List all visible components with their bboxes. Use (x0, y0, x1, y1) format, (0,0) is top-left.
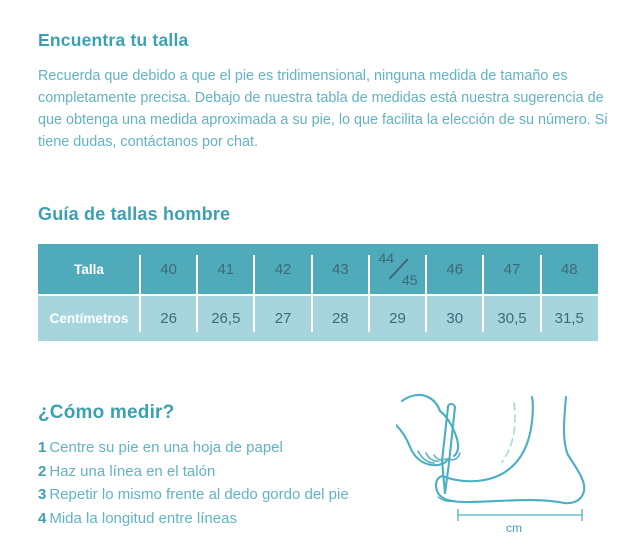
size-table-title: Guía de tallas hombre (38, 204, 231, 224)
column-divider (138, 255, 141, 332)
size-table-section: Guía de tallas hombre Talla 40 41 42 43 44 45 4… (38, 204, 616, 341)
table-cell: 41 (217, 260, 235, 278)
table-cell: 43 (331, 260, 349, 278)
intro-title: Encuentra tu talla (38, 30, 189, 50)
column-divider (539, 255, 542, 332)
foot-measuring-illustration: cm (396, 389, 616, 544)
table-row: Talla 40 41 42 43 44 45 46 47 48 (38, 244, 598, 294)
step-number: 4 (38, 509, 47, 527)
step-text: Repetir lo mismo frente al dedo gordo de… (49, 486, 349, 503)
table-cell: 28 (331, 310, 349, 327)
step-number: 3 (38, 486, 47, 503)
intro-paragraph: Recuerda que debido a que el pie es trid… (38, 68, 608, 150)
table-cell: 47 (503, 260, 521, 278)
size-table: Talla 40 41 42 43 44 45 46 47 48 Centímetros 26 26,5… (38, 244, 598, 341)
how-to-measure-title: ¿Cómo medir? (38, 402, 175, 423)
step-number: 2 (38, 462, 47, 480)
row-label: Centímetros (49, 311, 129, 326)
how-to-measure-text: ¿Cómo medir? 1 Centre su pie en una hoja … (38, 389, 396, 544)
table-cell: 44 45 (369, 249, 426, 289)
measure-step: 4 Mida la longitud entre líneas (38, 507, 396, 531)
measure-step: 2 Haz una línea en el talón (38, 460, 396, 484)
table-cell: 40 (160, 260, 177, 278)
table-cell: 46 (446, 260, 464, 278)
cm-label: cm (506, 521, 522, 535)
table-cell: 30,5 (497, 310, 527, 327)
column-divider (482, 255, 485, 332)
measure-step: 3 Repetir lo mismo frente al dedo gordo d… (38, 483, 396, 507)
foot-pen-drawing-icon: cm (396, 393, 586, 535)
step-number: 1 (38, 439, 47, 456)
table-cell: 30 (446, 310, 464, 327)
table-cell: 26,5 (211, 310, 241, 327)
table-cell: 31,5 (554, 310, 584, 327)
steps-list: 1 Centre su pie en una hoja de papel 2 Haz … (38, 436, 396, 530)
how-to-measure-section: ¿Cómo medir? 1 Centre su pie en una hoja … (38, 389, 616, 544)
intro-section: Encuentra tu talla Recuerda que debido a… (38, 30, 616, 153)
measure-step: 1 Centre su pie en una hoja de papel (38, 436, 396, 460)
table-cell: 26 (160, 310, 177, 327)
table-cell: 42 (274, 260, 292, 278)
column-divider (310, 255, 313, 332)
split-size-value: 44 45 (378, 250, 418, 288)
table-row: Centímetros 26 26,5 27 28 29 30 30,5 31,5 (38, 294, 598, 341)
table-cell: 29 (389, 310, 406, 327)
step-text: Centre su pie en una hoja de papel (49, 439, 283, 456)
table-cell: 48 (560, 260, 578, 278)
column-divider (425, 255, 428, 332)
table-cell: 27 (274, 310, 292, 327)
column-divider (196, 255, 199, 332)
column-divider (367, 255, 370, 332)
step-text: Mida la longitud entre líneas (49, 509, 237, 527)
column-divider (253, 255, 256, 332)
row-label: Talla (74, 261, 104, 277)
step-text: Haz una línea en el talón (49, 462, 216, 480)
